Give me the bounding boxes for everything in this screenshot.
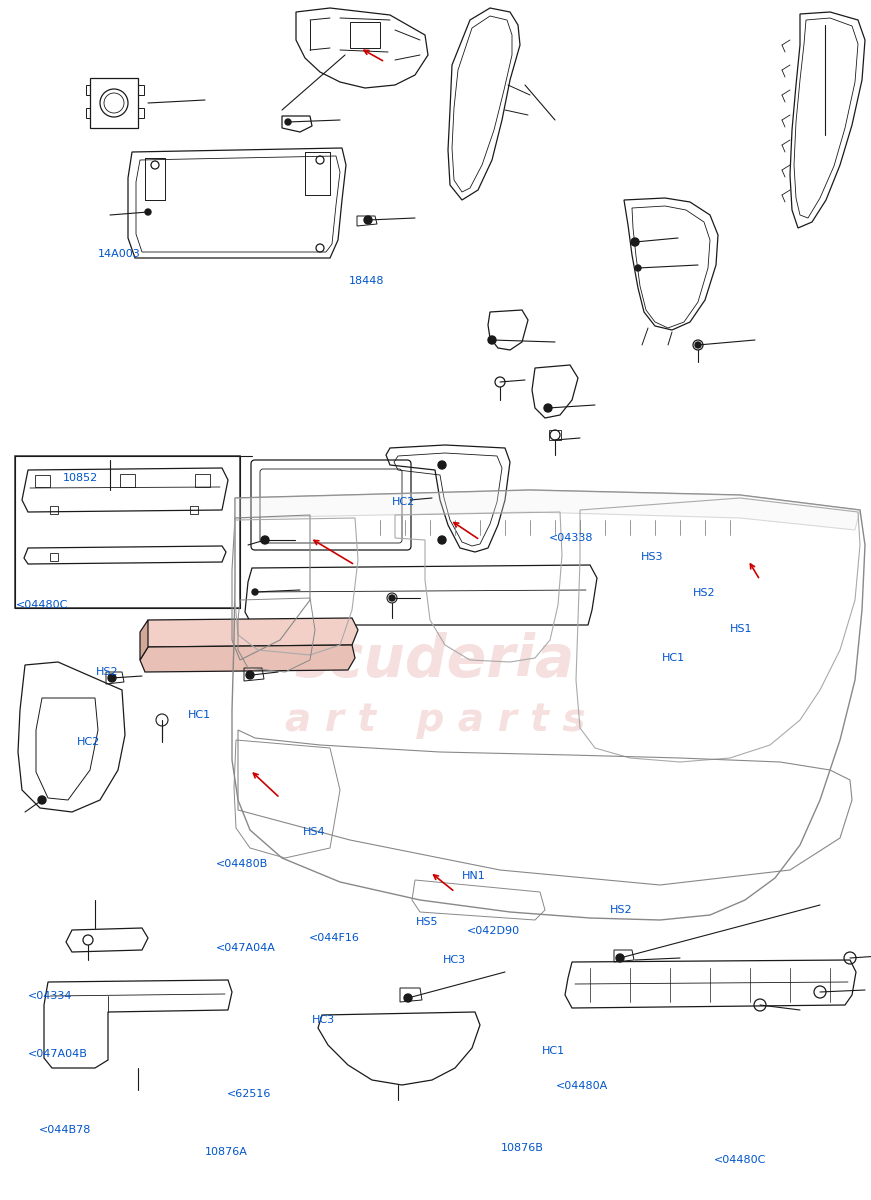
Text: HC2: HC2 — [392, 497, 415, 506]
Text: <042D90: <042D90 — [467, 926, 520, 936]
Circle shape — [108, 674, 116, 682]
Polygon shape — [140, 646, 355, 672]
Text: HS2: HS2 — [96, 667, 118, 677]
Text: HC2: HC2 — [77, 737, 100, 746]
Circle shape — [262, 538, 268, 542]
Text: HS4: HS4 — [303, 827, 326, 836]
Text: <047A04B: <047A04B — [28, 1049, 88, 1058]
Text: scuderia: scuderia — [294, 631, 575, 689]
Circle shape — [285, 119, 291, 125]
Circle shape — [617, 955, 623, 961]
Text: <04480C: <04480C — [16, 600, 68, 610]
Text: 10852: 10852 — [63, 473, 98, 482]
Circle shape — [246, 671, 254, 679]
Text: 10876B: 10876B — [501, 1144, 544, 1153]
Text: <044F16: <044F16 — [309, 934, 360, 943]
Circle shape — [252, 589, 258, 595]
Circle shape — [544, 404, 552, 412]
Circle shape — [635, 265, 641, 271]
Text: HC1: HC1 — [542, 1046, 565, 1056]
Text: <047A04A: <047A04A — [216, 943, 276, 953]
Circle shape — [632, 239, 638, 245]
Polygon shape — [142, 618, 358, 647]
Text: HC3: HC3 — [312, 1015, 335, 1025]
Text: <04334: <04334 — [28, 991, 72, 1001]
Circle shape — [438, 461, 446, 469]
Circle shape — [365, 217, 371, 223]
Circle shape — [631, 238, 639, 246]
Circle shape — [438, 536, 446, 544]
Text: HS3: HS3 — [641, 552, 664, 562]
Text: <62516: <62516 — [226, 1090, 271, 1099]
Circle shape — [404, 994, 412, 1002]
Text: <044B78: <044B78 — [39, 1126, 91, 1135]
Circle shape — [364, 216, 372, 224]
Circle shape — [616, 954, 624, 962]
Text: HS2: HS2 — [693, 588, 716, 598]
Circle shape — [488, 336, 496, 344]
Text: HC3: HC3 — [442, 955, 466, 965]
Text: HC1: HC1 — [662, 653, 685, 662]
Text: HS2: HS2 — [610, 905, 632, 914]
Circle shape — [695, 342, 701, 348]
Text: 14A003: 14A003 — [98, 250, 140, 259]
Text: <04338: <04338 — [549, 533, 593, 542]
Circle shape — [489, 337, 495, 343]
Text: HS1: HS1 — [730, 624, 753, 634]
Circle shape — [405, 995, 411, 1001]
Text: 10876A: 10876A — [205, 1147, 247, 1157]
Text: HC1: HC1 — [188, 710, 212, 720]
Circle shape — [389, 595, 395, 601]
Text: <04480B: <04480B — [216, 859, 268, 869]
Text: a r t   p a r t s: a r t p a r t s — [285, 701, 585, 739]
Polygon shape — [140, 620, 148, 660]
Circle shape — [545, 404, 551, 410]
Circle shape — [145, 209, 151, 215]
Circle shape — [38, 796, 46, 804]
Circle shape — [261, 536, 269, 544]
Text: <04480A: <04480A — [556, 1081, 608, 1091]
Polygon shape — [235, 490, 860, 530]
Text: HS5: HS5 — [416, 917, 439, 926]
Text: <04480C: <04480C — [714, 1156, 766, 1165]
Text: 18448: 18448 — [348, 276, 384, 286]
Text: HN1: HN1 — [462, 871, 485, 881]
